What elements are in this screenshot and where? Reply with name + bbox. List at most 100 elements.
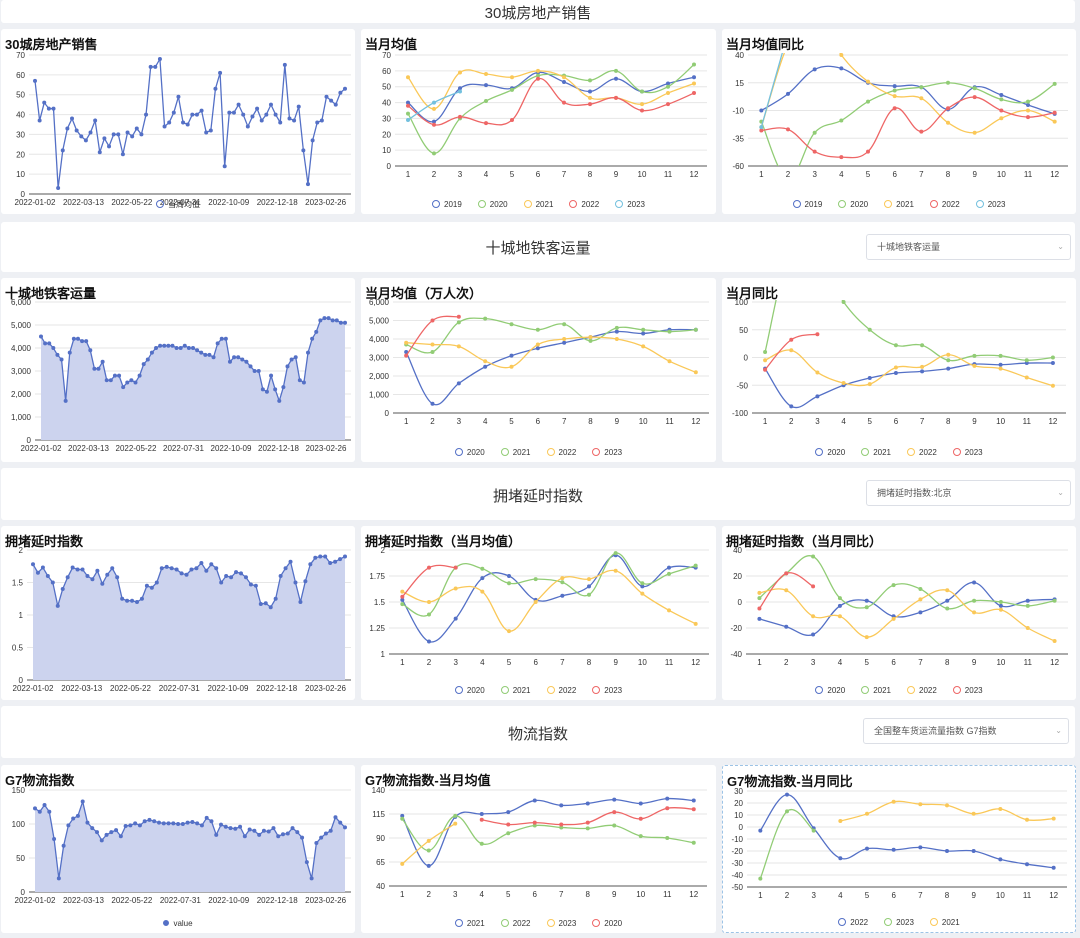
data-point	[945, 606, 950, 611]
data-point	[1024, 361, 1029, 366]
legend-item[interactable]: 2023	[884, 918, 914, 927]
legend-item[interactable]: 2022	[569, 200, 599, 209]
data-point	[56, 876, 61, 881]
y-tick-label: 50	[16, 854, 25, 863]
series-line	[401, 797, 694, 867]
congestion-select[interactable]: 拥堵延时指数:北京 ⌄	[866, 480, 1071, 506]
legend-label: 2022	[558, 447, 577, 457]
legend-item[interactable]: 2023	[592, 448, 622, 457]
legend-item[interactable]: 2022	[500, 919, 531, 928]
data-point	[891, 616, 896, 621]
data-point	[640, 89, 644, 94]
data-point	[338, 320, 343, 325]
legend-item[interactable]: 2019	[432, 200, 462, 209]
data-point	[285, 831, 290, 836]
legend-label: 2021	[512, 447, 531, 457]
data-point	[167, 120, 172, 125]
legend-label: 2022	[581, 199, 600, 209]
x-tick-label: 2	[785, 891, 790, 900]
section-header-congestion: 拥堵延时指数 拥堵延时指数:北京 ⌄	[1, 468, 1075, 520]
legend-item[interactable]: 2020	[815, 686, 845, 695]
legend-item[interactable]: 2023	[952, 448, 983, 457]
y-tick-label: 2,000	[11, 390, 32, 399]
legend-item[interactable]: 2022	[907, 448, 937, 457]
data-point	[281, 385, 286, 390]
legend-item[interactable]: 2019	[792, 200, 822, 209]
data-point	[137, 823, 142, 828]
legend-item[interactable]: 2022	[907, 686, 937, 695]
data-point	[484, 83, 488, 88]
data-point	[432, 119, 436, 124]
x-tick-label: 7	[918, 891, 923, 900]
data-point	[839, 53, 844, 57]
legend-item[interactable]: 2023	[615, 200, 645, 209]
metro-select[interactable]: 十城地铁客运量 ⌄	[866, 234, 1071, 260]
data-point	[785, 809, 789, 814]
legend-item[interactable]: 当周均值	[156, 199, 200, 210]
legend-item[interactable]: 2020	[838, 200, 868, 209]
legend-label: 2022	[919, 685, 937, 695]
data-point	[1026, 115, 1030, 120]
legend-symbol-icon	[592, 686, 601, 694]
legend-label: 当周均值	[168, 199, 200, 209]
legend-item[interactable]: 2023	[592, 686, 622, 695]
data-point	[811, 584, 816, 589]
data-point	[264, 112, 269, 117]
legend-symbol-icon	[861, 448, 870, 456]
data-point	[318, 554, 323, 559]
legend-label: 2021	[941, 917, 960, 927]
legend-label: 2023	[964, 685, 983, 695]
x-tick-label: 11	[663, 890, 672, 899]
data-point	[1026, 108, 1030, 113]
legend-item[interactable]: 2022	[838, 918, 868, 927]
data-point	[453, 821, 458, 826]
data-point	[667, 565, 671, 570]
data-point	[190, 112, 195, 117]
legend-item[interactable]: 2020	[454, 686, 485, 695]
legend-item[interactable]: 2020	[477, 200, 508, 209]
data-point	[1025, 862, 1029, 867]
x-tick-label: 9	[614, 170, 619, 179]
legend-item[interactable]: 2023	[975, 200, 1005, 209]
data-point	[288, 559, 293, 564]
legend-item[interactable]: 2022	[546, 686, 576, 695]
data-point	[585, 820, 590, 825]
legend-item[interactable]: 2022	[546, 447, 577, 457]
x-tick-label: 2	[784, 658, 789, 667]
legend-item[interactable]: 2023	[546, 919, 576, 928]
logistics-select[interactable]: 全国整车货运流量指数 G7指数 ⌄	[863, 718, 1069, 744]
data-point	[693, 327, 698, 332]
legend-item[interactable]: value	[163, 919, 193, 928]
data-point	[130, 134, 135, 139]
data-point	[223, 824, 228, 829]
data-point	[665, 796, 670, 801]
legend-item[interactable]: 2023	[952, 685, 983, 695]
data-point	[170, 343, 175, 348]
series-line	[401, 823, 456, 865]
x-tick-label: 2022-03-13	[61, 684, 102, 693]
data-point	[757, 590, 762, 595]
x-tick-label: 12	[1048, 417, 1057, 426]
data-point	[37, 809, 42, 814]
data-point	[666, 84, 670, 89]
legend-item[interactable]: 2021	[500, 447, 531, 457]
data-point	[46, 106, 51, 111]
legend-item[interactable]: 2020	[815, 448, 845, 457]
series-line	[401, 815, 694, 852]
legend-item[interactable]: 2021	[861, 448, 891, 457]
legend-item[interactable]: 2021	[523, 200, 553, 209]
data-point	[893, 343, 898, 348]
chart-title: 当月均值（万人次）	[365, 286, 483, 301]
legend-item[interactable]: 2021	[861, 686, 891, 695]
legend-item[interactable]: 2021	[500, 686, 531, 695]
legend-item[interactable]: 2021	[929, 917, 960, 927]
legend-item[interactable]: 2021	[454, 919, 485, 928]
legend-item[interactable]: 2020	[592, 919, 622, 928]
data-point	[532, 798, 537, 803]
legend-item[interactable]: 2020	[454, 448, 485, 457]
y-tick-label: 1	[19, 611, 24, 620]
legend-item[interactable]: 2022	[929, 200, 960, 209]
data-point	[240, 357, 245, 362]
legend-item[interactable]: 2021	[884, 200, 914, 209]
